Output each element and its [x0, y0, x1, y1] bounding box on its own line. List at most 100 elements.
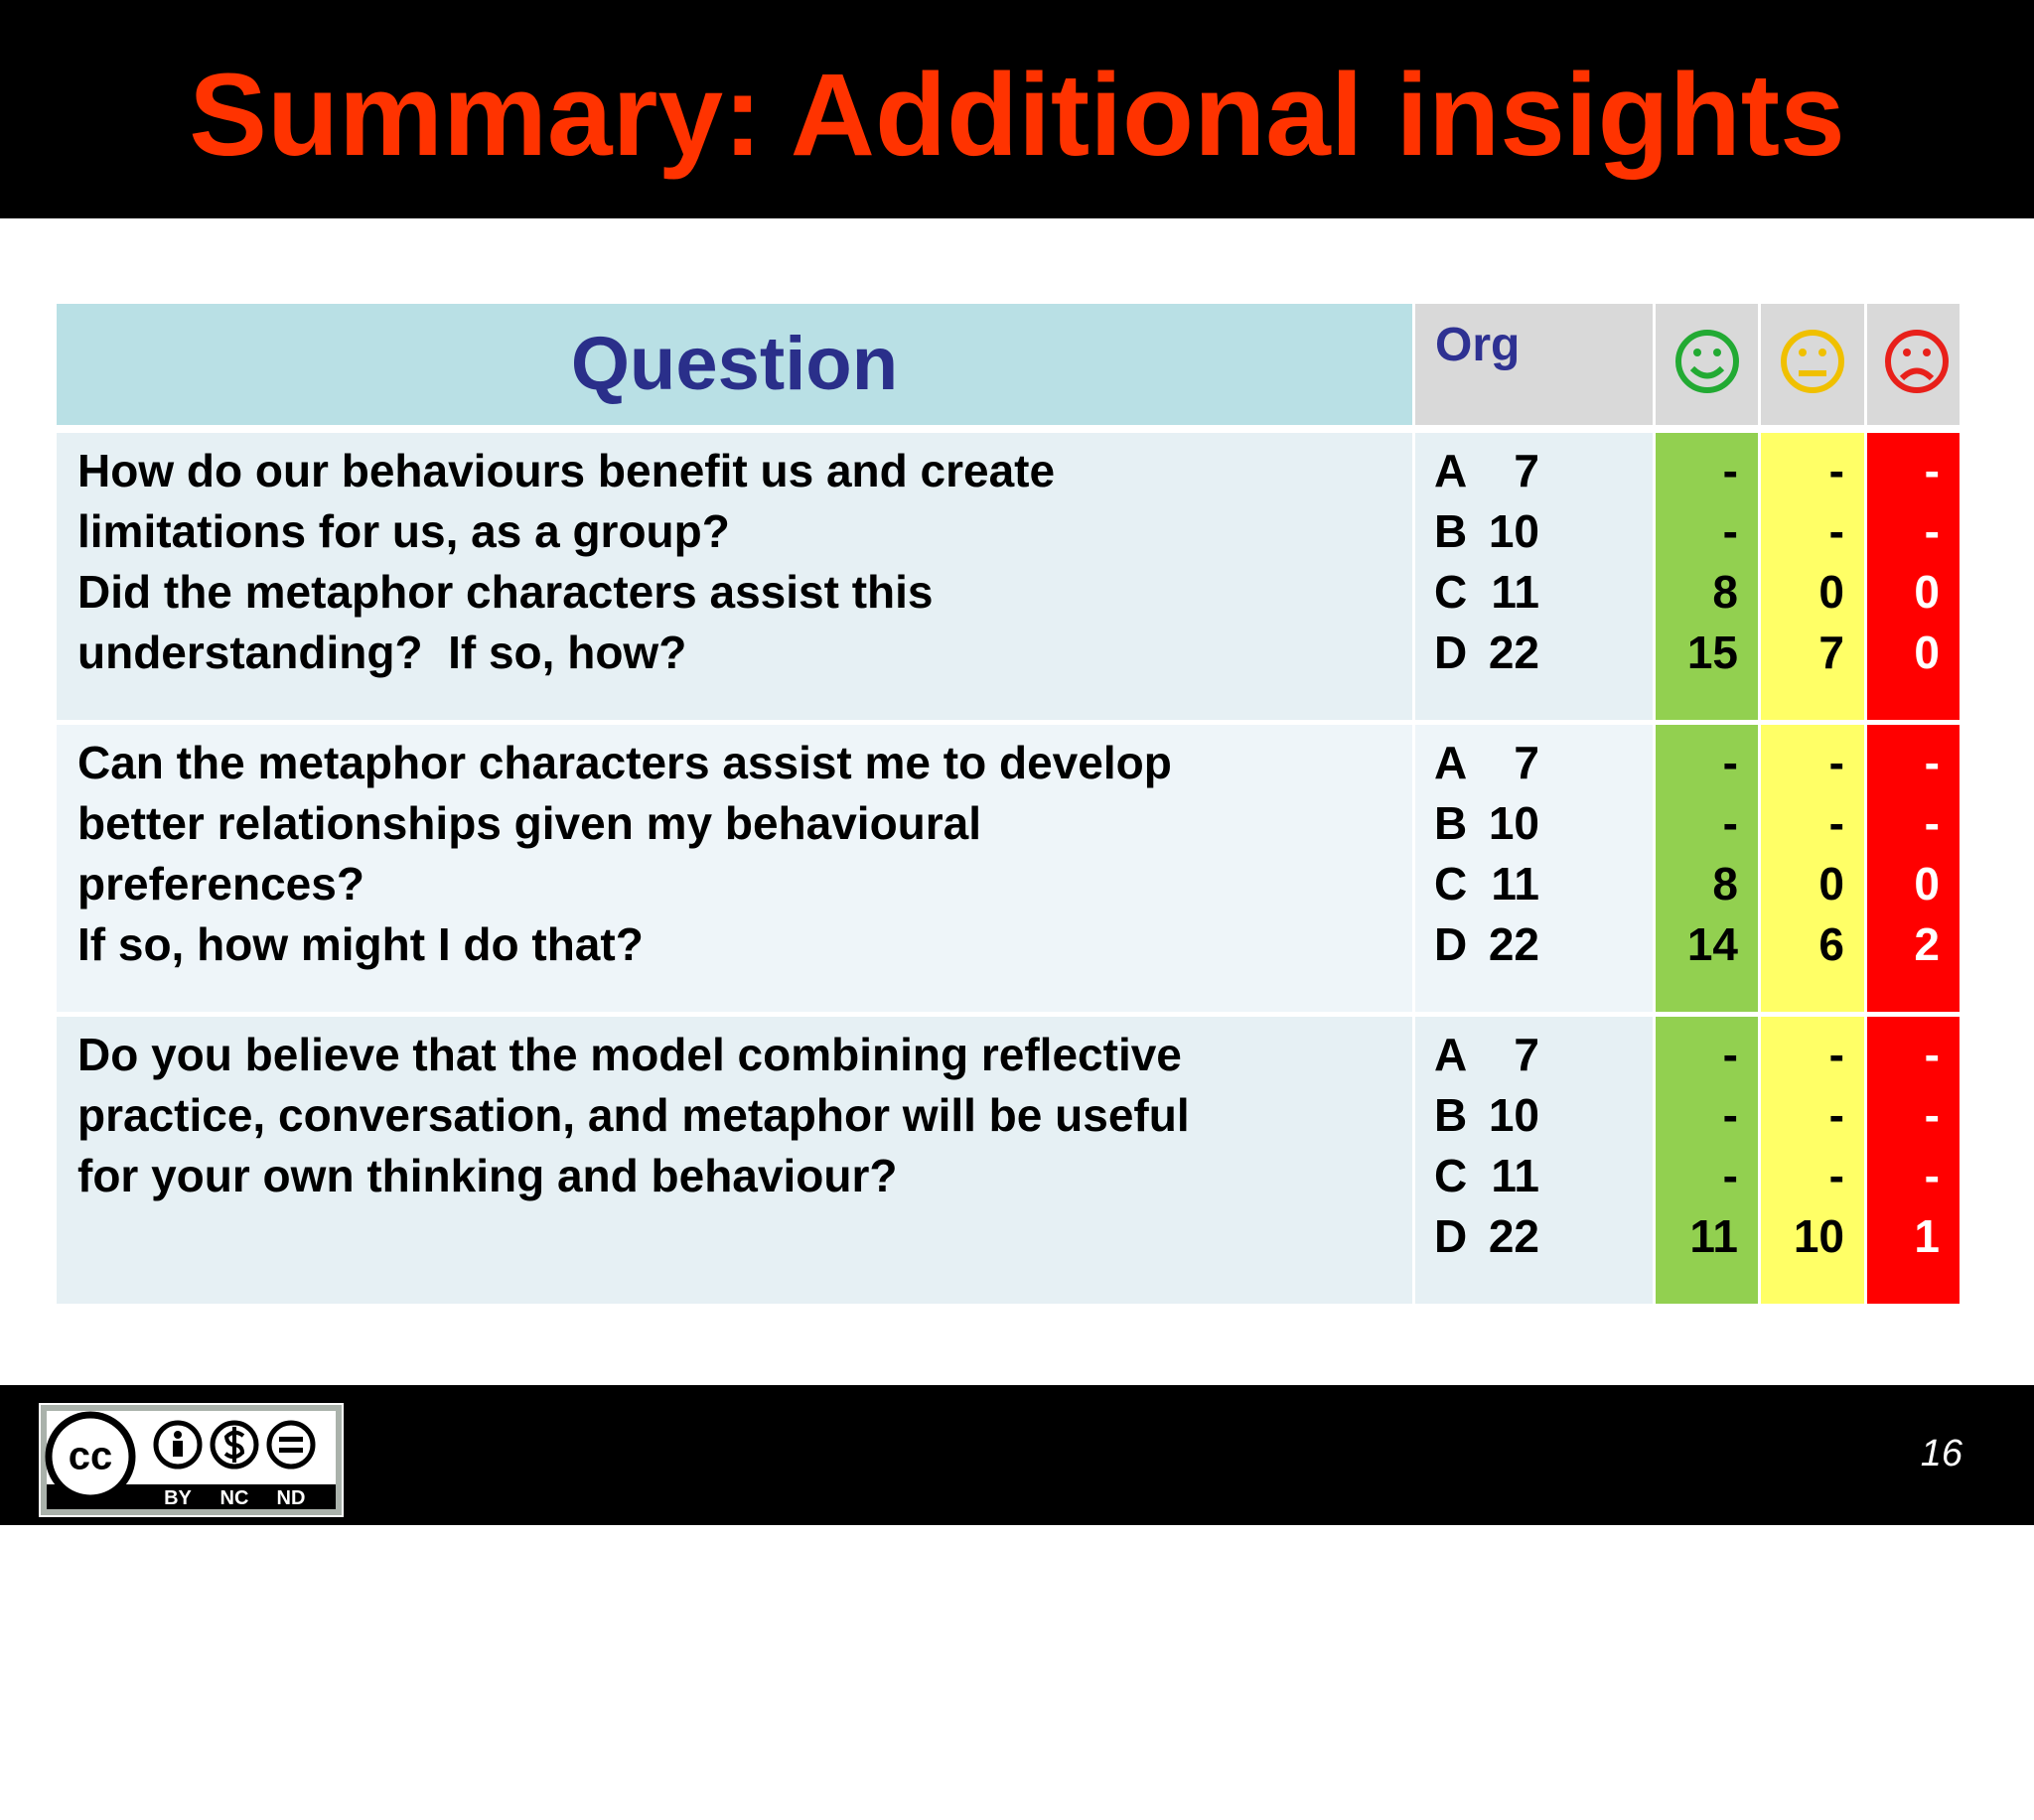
- score-cell: [1761, 1017, 1864, 1304]
- question-line: limitations for us, as a group?: [77, 505, 730, 557]
- license-cc: cc: [69, 1435, 113, 1478]
- score: -: [1828, 1089, 1844, 1141]
- score-cell: [1867, 725, 1960, 1012]
- question-line: better relationships given my behavioura…: [77, 797, 982, 849]
- org-size: 10: [1488, 1089, 1539, 1141]
- score: 10: [1793, 1210, 1844, 1262]
- org-cell: [1415, 1017, 1653, 1304]
- score-cell: [1761, 725, 1864, 1012]
- org-size: 11: [1491, 1150, 1539, 1201]
- score: -: [1828, 1029, 1844, 1080]
- org-group: C: [1434, 566, 1468, 618]
- score: 7: [1818, 627, 1844, 678]
- score: -: [1722, 1150, 1738, 1201]
- title-bar: Summary: Additional insights: [0, 0, 2034, 218]
- question-line: Can the metaphor characters assist me to…: [77, 737, 1172, 788]
- score: 8: [1712, 566, 1738, 618]
- license-term: NC: [220, 1487, 249, 1509]
- question-cell: [57, 725, 1412, 1012]
- score: -: [1722, 1029, 1738, 1080]
- score: 0: [1818, 858, 1844, 910]
- score: -: [1722, 445, 1738, 496]
- sad-header: [1867, 304, 1960, 425]
- score: -: [1828, 445, 1844, 496]
- org-group: C: [1434, 858, 1468, 910]
- score: -: [1828, 505, 1844, 557]
- header-cell: Question: [57, 304, 1412, 425]
- score: 6: [1818, 918, 1844, 970]
- score: -: [1722, 505, 1738, 557]
- org-group: D: [1434, 918, 1468, 970]
- score-cell: [1761, 433, 1864, 720]
- notice-line: source is acknowledged. Permission of th…: [380, 1676, 1468, 1711]
- question-line: Did the metaphor characters assist this: [77, 566, 934, 618]
- page-number: 16: [1920, 1433, 1962, 1474]
- notice-line: © Arthur Shelley 2009 under Creative Com…: [380, 1524, 1622, 1559]
- score: -: [1828, 1150, 1844, 1201]
- org-size: 10: [1488, 797, 1539, 849]
- org-size: 22: [1488, 1210, 1539, 1262]
- score-cell: [1867, 1017, 1960, 1304]
- question-line: preferences?: [77, 858, 364, 910]
- question-line: If so, how might I do that?: [77, 918, 644, 970]
- score: -: [1722, 737, 1738, 788]
- notice: © Arthur Shelley 2009 under Creative Com…: [380, 1415, 1621, 1820]
- question-line: practice, conversation, and metaphor wil…: [77, 1089, 1190, 1141]
- score: -: [1924, 445, 1940, 496]
- org-header: Org: [1435, 319, 1521, 371]
- question-header: Question: [570, 322, 899, 406]
- score: -: [1722, 797, 1738, 849]
- title: Summary: Additional insights: [189, 50, 1845, 181]
- score: -: [1924, 797, 1940, 849]
- org-size: 7: [1514, 737, 1539, 788]
- license-term: ND: [277, 1487, 306, 1509]
- org-group: A: [1434, 737, 1468, 788]
- org-group: D: [1434, 627, 1468, 678]
- slide: Summary: Additional insights Question Or…: [0, 0, 2034, 1525]
- org-cell: [1415, 433, 1653, 720]
- org-size: 22: [1488, 918, 1539, 970]
- score: -: [1828, 737, 1844, 788]
- score: 0: [1818, 566, 1844, 618]
- score: 1: [1914, 1210, 1940, 1262]
- footer: cc BY NC ND © Arthur Shelley 2009 under …: [0, 1385, 2034, 1711]
- org-group: B: [1434, 1089, 1468, 1141]
- score: -: [1924, 505, 1940, 557]
- score: 0: [1914, 627, 1940, 678]
- score: 0: [1914, 858, 1940, 910]
- org-size: 11: [1491, 858, 1539, 910]
- score: 15: [1686, 627, 1738, 678]
- score: -: [1722, 1089, 1738, 1141]
- table: Question Org How do our behaviours benef…: [57, 304, 1960, 1304]
- question-cell: [57, 433, 1412, 720]
- score: 0: [1914, 566, 1940, 618]
- org-group: A: [1434, 445, 1468, 496]
- question-cell: [57, 1017, 1412, 1304]
- score-cell: [1656, 433, 1758, 720]
- org-cell: [1415, 725, 1653, 1012]
- score: 14: [1686, 918, 1738, 970]
- org-size: 22: [1488, 627, 1539, 678]
- org-group: B: [1434, 797, 1468, 849]
- score: 11: [1689, 1210, 1738, 1262]
- neutral-header: [1761, 304, 1864, 425]
- score-cell: [1656, 725, 1758, 1012]
- question-line: Do you believe that the model combining …: [77, 1029, 1182, 1080]
- score: -: [1828, 797, 1844, 849]
- score: -: [1924, 1150, 1940, 1201]
- org-group: B: [1434, 505, 1468, 557]
- question-line: How do our behaviours benefit us and cre…: [77, 445, 1056, 496]
- license-term: BY: [164, 1487, 192, 1509]
- score: -: [1924, 737, 1940, 788]
- score: 2: [1914, 918, 1940, 970]
- score-cell: [1867, 433, 1960, 720]
- license-badge: cc BY NC ND: [39, 1403, 344, 1517]
- org-size: 7: [1514, 445, 1539, 496]
- question-line: understanding? If so, how?: [77, 627, 687, 678]
- org-group: D: [1434, 1210, 1468, 1262]
- happy-header: [1656, 304, 1758, 425]
- header-cell: Org: [1415, 304, 1653, 425]
- score: 8: [1712, 858, 1738, 910]
- org-group: C: [1434, 1150, 1468, 1201]
- org-group: A: [1434, 1029, 1468, 1080]
